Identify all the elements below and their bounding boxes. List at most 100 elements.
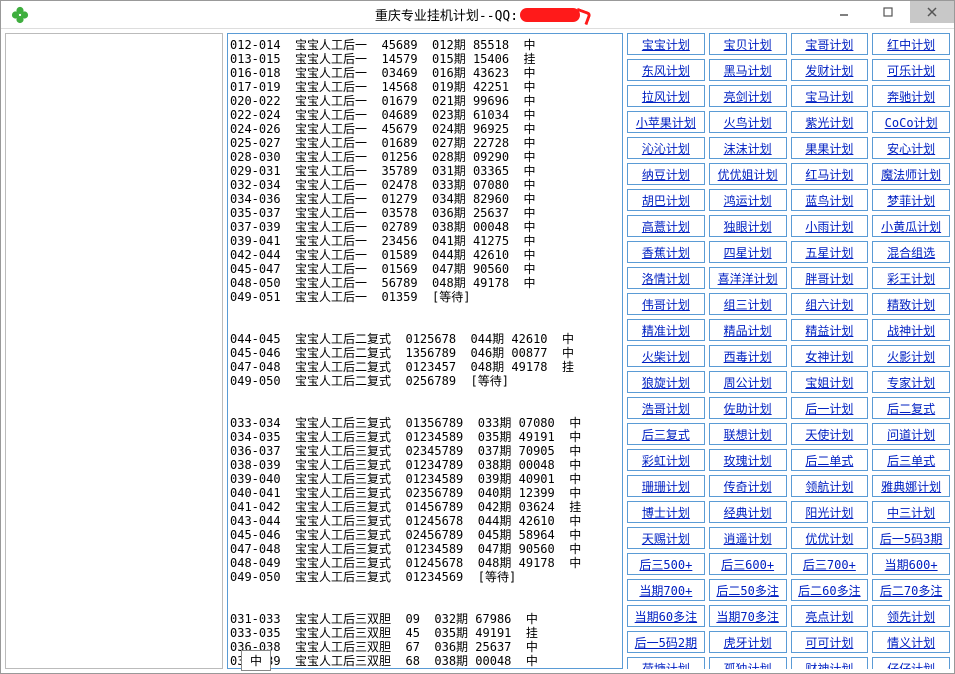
plan-link[interactable]: 胡巴计划 bbox=[642, 192, 690, 209]
plan-link[interactable]: 博士计划 bbox=[642, 504, 690, 521]
plan-link[interactable]: 彩虹计划 bbox=[642, 452, 690, 469]
plan-link[interactable]: 天使计划 bbox=[805, 426, 853, 443]
plan-cell[interactable]: 天使计划 bbox=[791, 423, 869, 445]
plan-cell[interactable]: 中三计划 bbox=[872, 501, 950, 523]
plan-cell[interactable]: 狼旋计划 bbox=[627, 371, 705, 393]
plan-cell[interactable]: 四星计划 bbox=[709, 241, 787, 263]
plan-cell[interactable]: 西毒计划 bbox=[709, 345, 787, 367]
plan-cell[interactable]: 小雨计划 bbox=[791, 215, 869, 237]
plan-cell[interactable]: 精致计划 bbox=[872, 293, 950, 315]
plan-cell[interactable]: 魔法师计划 bbox=[872, 163, 950, 185]
plan-cell[interactable]: 浩哥计划 bbox=[627, 397, 705, 419]
plan-cell[interactable]: 玫瑰计划 bbox=[709, 449, 787, 471]
plan-cell[interactable]: 后二复式 bbox=[872, 397, 950, 419]
plan-link[interactable]: 小黄瓜计划 bbox=[881, 218, 941, 235]
plan-cell[interactable]: 雅典娜计划 bbox=[872, 475, 950, 497]
plan-cell[interactable]: 小苹果计划 bbox=[627, 111, 705, 133]
plan-cell[interactable]: 珊珊计划 bbox=[627, 475, 705, 497]
plan-cell[interactable]: 后三单式 bbox=[872, 449, 950, 471]
plan-link[interactable]: 优优姐计划 bbox=[718, 166, 778, 183]
plan-link[interactable]: 女神计划 bbox=[805, 348, 853, 365]
plan-cell[interactable]: 安心计划 bbox=[872, 137, 950, 159]
plan-cell[interactable]: 情义计划 bbox=[872, 631, 950, 653]
plan-link[interactable]: 果果计划 bbox=[805, 140, 853, 157]
plan-cell[interactable]: 红马计划 bbox=[791, 163, 869, 185]
plan-cell[interactable]: 小黄瓜计划 bbox=[872, 215, 950, 237]
plan-cell[interactable]: 精益计划 bbox=[791, 319, 869, 341]
plan-cell[interactable]: 当期60多注 bbox=[627, 605, 705, 627]
plan-cell[interactable]: 领先计划 bbox=[872, 605, 950, 627]
plan-link[interactable]: 亮点计划 bbox=[805, 608, 853, 625]
plan-cell[interactable]: 鸿运计划 bbox=[709, 189, 787, 211]
plan-link[interactable]: 小苹果计划 bbox=[636, 114, 696, 131]
plan-link[interactable]: 独眼计划 bbox=[724, 218, 772, 235]
plan-cell[interactable]: 沫沫计划 bbox=[709, 137, 787, 159]
plan-cell[interactable]: 洛情计划 bbox=[627, 267, 705, 289]
plan-cell[interactable]: 后三600+ bbox=[709, 553, 787, 575]
plan-link[interactable]: 虎牙计划 bbox=[724, 634, 772, 651]
plan-link[interactable]: 蓝鸟计划 bbox=[805, 192, 853, 209]
plan-link[interactable]: 优优计划 bbox=[805, 530, 853, 547]
plan-link[interactable]: 精品计划 bbox=[724, 322, 772, 339]
plan-cell[interactable]: 混合组选 bbox=[872, 241, 950, 263]
plan-cell[interactable]: 火鸟计划 bbox=[709, 111, 787, 133]
plan-cell[interactable]: 奔驰计划 bbox=[872, 85, 950, 107]
plan-link[interactable]: 紫光计划 bbox=[805, 114, 853, 131]
plan-cell[interactable]: 果果计划 bbox=[791, 137, 869, 159]
plan-link[interactable]: 宝哥计划 bbox=[805, 36, 853, 53]
plan-cell[interactable]: 后一5码3期 bbox=[872, 527, 950, 549]
plan-link[interactable]: 可乐计划 bbox=[887, 62, 935, 79]
plan-link[interactable]: 沫沫计划 bbox=[724, 140, 772, 157]
plan-link[interactable]: 高薏计划 bbox=[642, 218, 690, 235]
plan-link[interactable]: 宝马计划 bbox=[805, 88, 853, 105]
plan-link[interactable]: 西毒计划 bbox=[724, 348, 772, 365]
plan-link[interactable]: 荷塘计划 bbox=[642, 660, 690, 670]
plan-link[interactable]: 后一计划 bbox=[805, 400, 853, 417]
plan-link[interactable]: 混合组选 bbox=[887, 244, 935, 261]
plan-cell[interactable]: 宝哥计划 bbox=[791, 33, 869, 55]
plan-link[interactable]: 发财计划 bbox=[805, 62, 853, 79]
plan-link[interactable]: 仔仔计划 bbox=[887, 660, 935, 670]
plan-link[interactable]: 奔驰计划 bbox=[887, 88, 935, 105]
plan-cell[interactable]: 当期70多注 bbox=[709, 605, 787, 627]
plan-link[interactable]: 红中计划 bbox=[887, 36, 935, 53]
plan-link[interactable]: 当期70多注 bbox=[716, 608, 778, 625]
plan-cell[interactable]: 仔仔计划 bbox=[872, 657, 950, 669]
plan-link[interactable]: 沁沁计划 bbox=[642, 140, 690, 157]
plan-link[interactable]: 精致计划 bbox=[887, 296, 935, 313]
plan-cell[interactable]: 战神计划 bbox=[872, 319, 950, 341]
plan-cell[interactable]: 拉风计划 bbox=[627, 85, 705, 107]
plan-cell[interactable]: 发财计划 bbox=[791, 59, 869, 81]
plan-link[interactable]: 当期600+ bbox=[885, 556, 938, 573]
plan-cell[interactable]: 胖哥计划 bbox=[791, 267, 869, 289]
plan-link[interactable]: 五星计划 bbox=[805, 244, 853, 261]
plan-link[interactable]: 精益计划 bbox=[805, 322, 853, 339]
plan-cell[interactable]: 博士计划 bbox=[627, 501, 705, 523]
plan-link[interactable]: 领先计划 bbox=[887, 608, 935, 625]
plan-link[interactable]: 彩王计划 bbox=[887, 270, 935, 287]
plan-link[interactable]: 天赐计划 bbox=[642, 530, 690, 547]
plan-link[interactable]: 火影计划 bbox=[887, 348, 935, 365]
plan-link[interactable]: 联想计划 bbox=[724, 426, 772, 443]
plan-cell[interactable]: 东风计划 bbox=[627, 59, 705, 81]
plan-cell[interactable]: 阳光计划 bbox=[791, 501, 869, 523]
plan-link[interactable]: 中三计划 bbox=[887, 504, 935, 521]
plan-link[interactable]: 玫瑰计划 bbox=[724, 452, 772, 469]
plan-link[interactable]: 宝姐计划 bbox=[805, 374, 853, 391]
plan-cell[interactable]: 问道计划 bbox=[872, 423, 950, 445]
plan-cell[interactable]: 宝宝计划 bbox=[627, 33, 705, 55]
plan-link[interactable]: 后二复式 bbox=[887, 400, 935, 417]
plan-link[interactable]: 当期700+ bbox=[639, 582, 692, 599]
plan-link[interactable]: 香蕉计划 bbox=[642, 244, 690, 261]
plan-cell[interactable]: 火柴计划 bbox=[627, 345, 705, 367]
plan-link[interactable]: 战神计划 bbox=[887, 322, 935, 339]
plan-cell[interactable]: 女神计划 bbox=[791, 345, 869, 367]
plan-link[interactable]: 后三500+ bbox=[639, 556, 692, 573]
plan-cell[interactable]: 后二70多注 bbox=[872, 579, 950, 601]
plan-link[interactable]: 拉风计划 bbox=[642, 88, 690, 105]
plan-cell[interactable]: 优优姐计划 bbox=[709, 163, 787, 185]
plan-link[interactable]: 领航计划 bbox=[805, 478, 853, 495]
plan-cell[interactable]: 彩虹计划 bbox=[627, 449, 705, 471]
plan-cell[interactable]: 后一计划 bbox=[791, 397, 869, 419]
plan-link[interactable]: 后一5码3期 bbox=[880, 530, 942, 547]
